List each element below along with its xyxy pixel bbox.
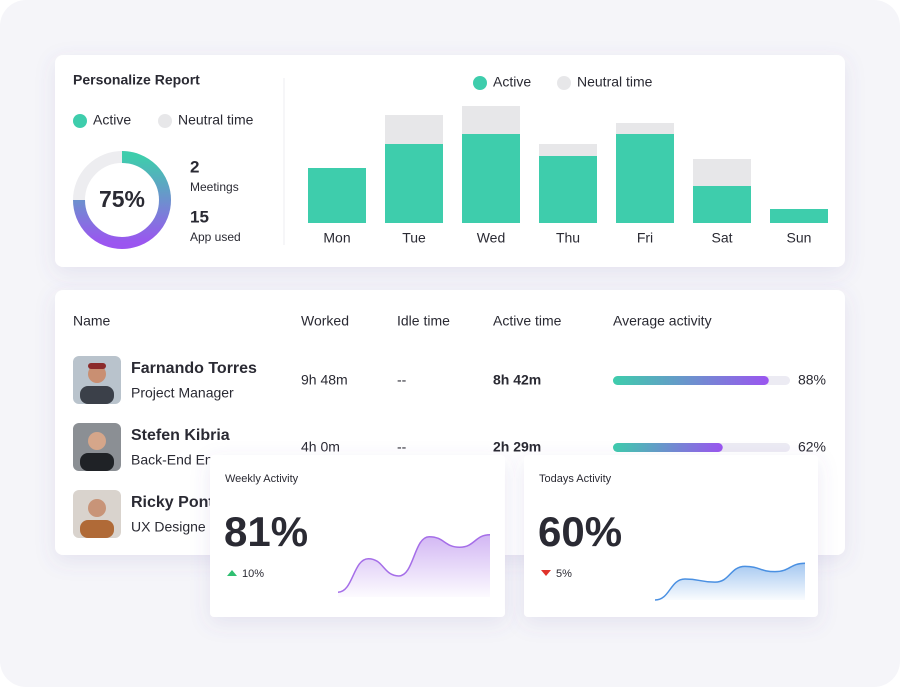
- legend-dot: [557, 76, 571, 90]
- person-name: Stefen Kibria: [131, 427, 230, 444]
- bar-segment: [462, 134, 520, 223]
- bar-segment: [616, 134, 674, 223]
- bar-segment: [462, 106, 520, 134]
- progress-fill: [613, 443, 723, 452]
- bar-segment: [385, 144, 443, 223]
- card-value: 81%: [224, 508, 308, 555]
- x-tick-label: Sat: [711, 230, 732, 246]
- column-header: Name: [73, 313, 111, 329]
- person-name: Ricky Pont: [131, 494, 214, 511]
- bar-segment: [693, 159, 751, 186]
- x-tick-label: Sun: [787, 230, 812, 246]
- legend-label: Active: [93, 112, 131, 128]
- person-role: Project Manager: [131, 385, 234, 401]
- bar-segment: [693, 186, 751, 223]
- idle: --: [397, 439, 407, 455]
- activity-label: 62%: [798, 439, 826, 455]
- stat-label: Meetings: [190, 180, 239, 194]
- legend-label: Neutral time: [178, 112, 254, 128]
- idle: --: [397, 372, 407, 388]
- legend-dot: [473, 76, 487, 90]
- trend-area: [655, 563, 805, 600]
- x-tick-label: Mon: [323, 230, 350, 246]
- legend-label: Neutral time: [577, 74, 653, 90]
- stat-value: 15: [190, 207, 209, 226]
- column-header: Idle time: [397, 313, 450, 329]
- change-label: 10%: [242, 568, 264, 580]
- legend-dot: [73, 114, 87, 128]
- progress-fill: [613, 376, 769, 385]
- bar-segment: [616, 123, 674, 134]
- active: 2h 29m: [493, 439, 541, 455]
- card-title: Weekly Activity: [225, 473, 299, 485]
- avatars: [73, 356, 121, 538]
- trend-area: [338, 534, 490, 597]
- card-value: 60%: [538, 508, 622, 555]
- trend-line: [654, 562, 806, 601]
- bar-segment: [308, 168, 366, 223]
- change-label: 5%: [556, 568, 572, 580]
- person-name: Farnando Torres: [131, 360, 257, 377]
- column-header: Worked: [301, 313, 349, 329]
- active: 8h 42m: [493, 372, 541, 388]
- stat-value: 2: [190, 157, 199, 176]
- bar-segment: [385, 115, 443, 144]
- bar-segment: [539, 144, 597, 156]
- bar-segment: [539, 156, 597, 223]
- column-header: Active time: [493, 313, 562, 329]
- x-tick-label: Fri: [637, 230, 653, 246]
- activity-label: 88%: [798, 372, 826, 388]
- trend-line: [337, 534, 491, 593]
- legend-label: Active: [493, 74, 531, 90]
- worked: 4h 0m: [301, 439, 340, 455]
- x-tick-label: Wed: [477, 230, 506, 246]
- report-title: Personalize Report: [73, 72, 200, 88]
- x-tick-label: Thu: [556, 230, 580, 246]
- change-arrow: [541, 570, 551, 576]
- column-header: Average activity: [613, 313, 712, 329]
- change-arrow: [227, 570, 237, 576]
- donut-arc: [73, 151, 171, 249]
- card-title: Todays Activity: [539, 473, 612, 485]
- bar-segment: [770, 209, 828, 223]
- person-role: UX Designe: [131, 519, 206, 535]
- x-tick-label: Tue: [402, 230, 426, 246]
- stat-label: App used: [190, 230, 241, 244]
- legend-dot: [158, 114, 172, 128]
- donut-label: 75%: [99, 186, 145, 212]
- worked: 9h 48m: [301, 372, 348, 388]
- person-role: Back-End En: [131, 452, 213, 468]
